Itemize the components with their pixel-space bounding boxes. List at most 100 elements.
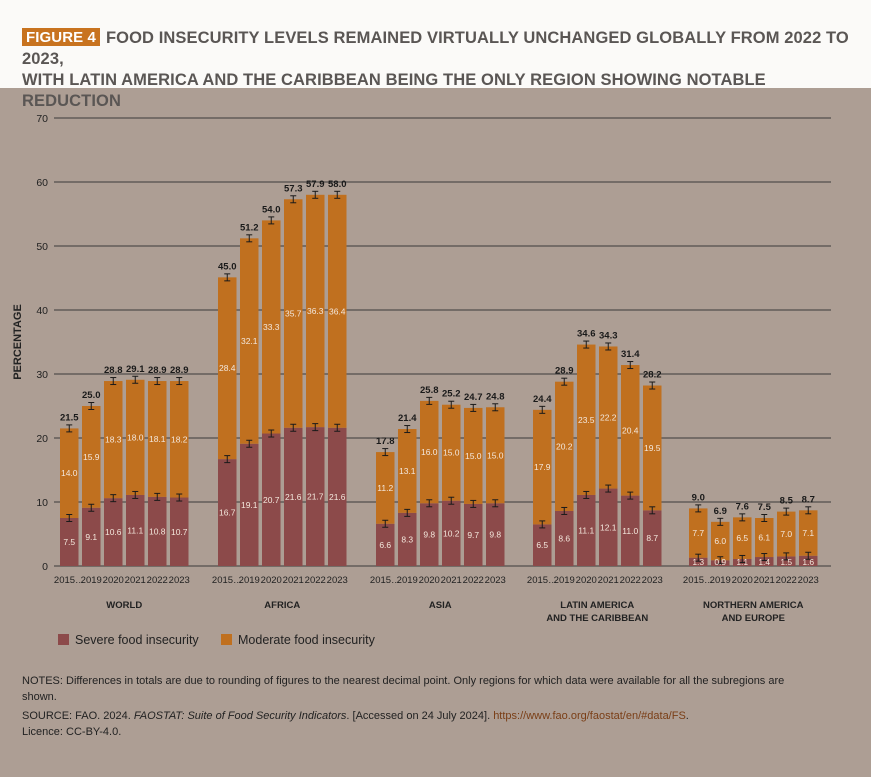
- x-tick-label: 2023: [485, 575, 506, 586]
- data-label-severe: 10.2: [443, 528, 460, 538]
- data-label-total: 25.2: [442, 389, 461, 400]
- figure-label: FIGURE 4: [22, 28, 100, 46]
- bar-moderate: [711, 521, 730, 561]
- bar-severe: [170, 497, 189, 566]
- bar-severe: [240, 443, 259, 566]
- data-label-total: 24.4: [533, 394, 552, 405]
- data-label-moderate: 15.0: [443, 448, 460, 458]
- data-label-moderate: 18.0: [127, 432, 144, 442]
- data-label-total: 6.9: [714, 506, 727, 517]
- x-tick-label: 2022: [305, 575, 326, 586]
- data-label-severe: 16.7: [219, 508, 236, 518]
- data-label-total: 58.0: [328, 179, 347, 190]
- data-label-moderate: 13.1: [399, 466, 416, 476]
- bar-moderate: [442, 404, 461, 501]
- data-label-moderate: 6.5: [736, 533, 748, 543]
- data-label-moderate: 23.5: [578, 415, 595, 425]
- data-label-severe: 1.3: [692, 557, 704, 567]
- stacked-bar-chart: 0 10 20 30 40 50 60 70 PERCENTAGE 7.5 14.0 21.5 2015…: [12, 113, 831, 624]
- x-tick-label: 2023: [642, 575, 663, 586]
- bar-moderate: [621, 365, 640, 496]
- data-label-moderate: 7.7: [692, 528, 704, 538]
- legend-label-severe: Severe food insecurity: [75, 633, 199, 647]
- bar-severe: [82, 507, 101, 566]
- data-label-severe: 11.1: [578, 525, 594, 535]
- bar-severe: [689, 557, 708, 566]
- data-label-total: 21.4: [398, 413, 417, 424]
- data-label-moderate: 11.2: [377, 483, 393, 493]
- data-label-severe: 10.6: [105, 527, 122, 537]
- data-label-total: 54.0: [262, 204, 281, 215]
- bar-severe: [60, 518, 79, 566]
- bar-severe: [328, 427, 347, 566]
- bar-moderate: [126, 379, 145, 495]
- bar-severe: [755, 557, 774, 566]
- bar-severe: [376, 523, 395, 566]
- x-tick-label: 2019: [397, 575, 418, 586]
- source-title: FAOSTAT: Suite of Food Security Indicato…: [133, 710, 347, 722]
- x-tick-label: 2020: [261, 575, 282, 586]
- bar-severe: [218, 459, 237, 566]
- x-tick-label: 2023: [327, 575, 348, 586]
- data-label-moderate: 7.0: [780, 529, 792, 539]
- bar-moderate: [240, 238, 259, 444]
- licence-text: Licence: CC-BY-4.0.: [22, 725, 122, 738]
- data-label-severe: 11.1: [127, 525, 143, 535]
- group-label: NORTHERN AMERICA: [703, 600, 804, 611]
- data-label-total: 28.9: [148, 365, 167, 376]
- data-label-severe: 0.9: [714, 557, 726, 567]
- data-label-moderate: 18.2: [171, 434, 188, 444]
- y-tick-label: 10: [36, 497, 48, 509]
- data-label-total: 34.3: [599, 330, 618, 341]
- x-tick-label: 2020: [576, 575, 597, 586]
- bar-severe: [284, 427, 303, 566]
- legend-swatch-severe: [58, 634, 69, 645]
- x-tick-label: 2023: [798, 575, 819, 586]
- x-tick-label: 2021: [441, 575, 462, 586]
- bar-moderate: [777, 511, 796, 557]
- data-label-total: 17.8: [376, 436, 395, 447]
- data-label-total: 24.8: [486, 391, 505, 402]
- data-label-moderate: 33.3: [263, 322, 280, 332]
- bar-severe: [126, 494, 145, 566]
- bar-moderate: [533, 409, 552, 525]
- bar-moderate: [60, 428, 79, 518]
- bar-severe: [306, 427, 325, 566]
- x-tick-label: 2021: [283, 575, 304, 586]
- bar-moderate: [262, 220, 281, 434]
- bar-moderate: [148, 381, 167, 497]
- data-label-total: 7.6: [736, 501, 749, 512]
- data-label-moderate: 7.1: [802, 528, 814, 538]
- bar-moderate: [599, 346, 618, 489]
- data-label-moderate: 15.0: [465, 451, 482, 461]
- bar-moderate: [486, 407, 505, 504]
- bar-severe: [643, 510, 662, 566]
- bar-moderate: [82, 406, 101, 508]
- data-label-total: 28.2: [643, 370, 662, 381]
- data-label-total: 31.4: [621, 349, 640, 360]
- y-tick-label: 0: [42, 561, 48, 573]
- bar-severe: [799, 555, 818, 566]
- bar-severe: [486, 503, 505, 566]
- data-label-severe: 9.8: [423, 530, 435, 540]
- y-tick-label: 40: [36, 305, 48, 317]
- data-label-moderate: 20.2: [556, 441, 573, 451]
- data-label-severe: 6.5: [536, 540, 548, 550]
- header: FIGURE 4 FOOD INSECURITY LEVELS REMAINED …: [0, 0, 871, 110]
- x-tick-label: 2015…: [683, 575, 714, 586]
- source-link[interactable]: https://www.fao.org/faostat/en/#data/FS: [493, 710, 686, 722]
- data-label-moderate: 15.0: [487, 450, 504, 460]
- y-tick-label: 20: [36, 433, 48, 445]
- data-label-total: 29.1: [126, 364, 145, 375]
- y-tick-label: 30: [36, 369, 48, 381]
- data-label-severe: 10.8: [149, 526, 166, 536]
- x-tick-label: 2019: [710, 575, 731, 586]
- data-label-total: 9.0: [692, 492, 705, 503]
- data-label-total: 21.5: [60, 412, 79, 423]
- y-tick-label: 70: [36, 113, 48, 125]
- bar-severe: [262, 433, 281, 566]
- data-label-severe: 1.6: [802, 557, 814, 567]
- bar-moderate: [218, 277, 237, 460]
- bar-severe: [621, 495, 640, 566]
- data-label-total: 8.5: [780, 496, 794, 507]
